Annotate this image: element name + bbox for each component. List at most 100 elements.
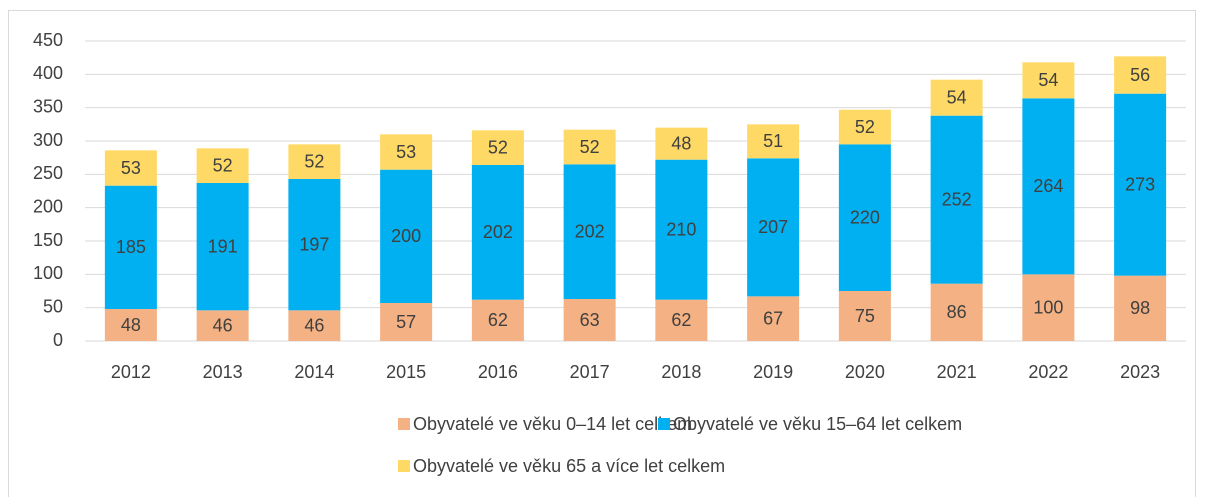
bar-segment xyxy=(563,129,616,165)
data-label: 52 xyxy=(304,151,324,171)
data-label: 197 xyxy=(299,234,329,254)
bar-segment xyxy=(288,144,341,179)
x-tick-label: 2022 xyxy=(1028,362,1068,382)
bar-segment xyxy=(196,310,249,341)
legend-label: Obyvatelé ve věku 15–64 let celkem xyxy=(673,414,962,434)
x-tick-label: 2015 xyxy=(386,362,426,382)
y-tick-label: 0 xyxy=(53,330,63,350)
bar-segment xyxy=(1022,98,1075,275)
x-tick-label: 2018 xyxy=(661,362,701,382)
data-label: 200 xyxy=(391,226,421,246)
bar-segment xyxy=(288,310,341,341)
data-label: 48 xyxy=(671,133,691,153)
legend-swatch xyxy=(398,418,410,430)
bar-segment xyxy=(196,148,249,183)
x-tick-label: 2012 xyxy=(111,362,151,382)
data-label: 185 xyxy=(116,237,146,257)
data-label: 57 xyxy=(396,312,416,332)
y-tick-label: 100 xyxy=(33,263,63,283)
data-label: 75 xyxy=(855,306,875,326)
data-label: 54 xyxy=(1038,70,1058,90)
data-label: 62 xyxy=(671,310,691,330)
bar-segment xyxy=(1022,274,1075,341)
bar-segment xyxy=(655,299,708,341)
legend-swatch xyxy=(658,418,670,430)
y-tick-label: 50 xyxy=(43,296,63,316)
x-tick-label: 2020 xyxy=(845,362,885,382)
y-tick-label: 150 xyxy=(33,230,63,250)
legend-label: Obyvatelé ve věku 0–14 let celkem xyxy=(413,414,692,434)
data-label: 48 xyxy=(121,315,141,335)
y-tick-label: 250 xyxy=(33,163,63,183)
data-label: 53 xyxy=(396,142,416,162)
y-tick-label: 400 xyxy=(33,63,63,83)
bar-segment xyxy=(930,79,983,116)
x-tick-label: 2021 xyxy=(937,362,977,382)
data-label: 202 xyxy=(483,222,513,242)
y-tick-label: 450 xyxy=(33,30,63,50)
x-tick-label: 2013 xyxy=(203,362,243,382)
data-label: 273 xyxy=(1125,174,1155,194)
data-label: 264 xyxy=(1033,176,1063,196)
data-label: 52 xyxy=(855,117,875,137)
data-label: 52 xyxy=(213,155,233,175)
data-label: 54 xyxy=(947,87,967,107)
data-label: 100 xyxy=(1033,297,1063,317)
y-tick-label: 300 xyxy=(33,130,63,150)
x-tick-label: 2014 xyxy=(294,362,334,382)
data-label: 46 xyxy=(213,315,233,335)
bar-segment xyxy=(747,124,800,159)
bar-segment xyxy=(288,179,341,311)
data-label: 63 xyxy=(580,310,600,330)
y-tick-label: 200 xyxy=(33,196,63,216)
bar-segment xyxy=(563,299,616,341)
bar-segment xyxy=(747,158,800,297)
legend-label: Obyvatelé ve věku 65 a více let celkem xyxy=(413,456,725,476)
data-label: 98 xyxy=(1130,298,1150,318)
bar-segment xyxy=(838,109,891,145)
x-tick-label: 2016 xyxy=(478,362,518,382)
bar-segment xyxy=(563,164,616,299)
bar-segment xyxy=(471,165,524,300)
bar-segment xyxy=(747,296,800,341)
data-label: 56 xyxy=(1130,65,1150,85)
bar-segment xyxy=(380,169,433,303)
bar-segment xyxy=(380,134,433,170)
data-label: 220 xyxy=(850,207,880,227)
bar-segment xyxy=(104,185,157,309)
bar-segment xyxy=(655,159,708,300)
bar-segment xyxy=(104,150,157,186)
data-label: 207 xyxy=(758,217,788,237)
y-tick-label: 350 xyxy=(33,96,63,116)
bar-segment xyxy=(1022,62,1075,99)
x-tick-label: 2023 xyxy=(1120,362,1160,382)
bar-segment xyxy=(380,303,433,341)
bar-segment xyxy=(104,309,157,341)
data-label: 53 xyxy=(121,158,141,178)
bar-segment xyxy=(1114,275,1167,341)
data-label: 210 xyxy=(666,219,696,239)
data-label: 252 xyxy=(942,189,972,209)
bar-segment xyxy=(655,127,708,160)
data-label: 67 xyxy=(763,308,783,328)
bar-segment xyxy=(1114,56,1167,94)
bar-segment xyxy=(838,291,891,341)
data-label: 52 xyxy=(580,137,600,157)
bar-segment xyxy=(471,130,524,165)
data-label: 52 xyxy=(488,137,508,157)
bar-segment xyxy=(838,144,891,291)
x-tick-label: 2019 xyxy=(753,362,793,382)
bar-segment xyxy=(930,115,983,284)
x-tick-label: 2017 xyxy=(570,362,610,382)
data-label: 51 xyxy=(763,131,783,151)
data-label: 202 xyxy=(575,221,605,241)
bar-segment xyxy=(471,299,524,341)
data-label: 62 xyxy=(488,310,508,330)
data-label: 46 xyxy=(304,315,324,335)
data-label: 86 xyxy=(947,302,967,322)
bar-segment xyxy=(196,183,249,311)
bar-segment xyxy=(930,283,983,341)
data-label: 191 xyxy=(208,236,238,256)
bar-segment xyxy=(1114,93,1167,276)
